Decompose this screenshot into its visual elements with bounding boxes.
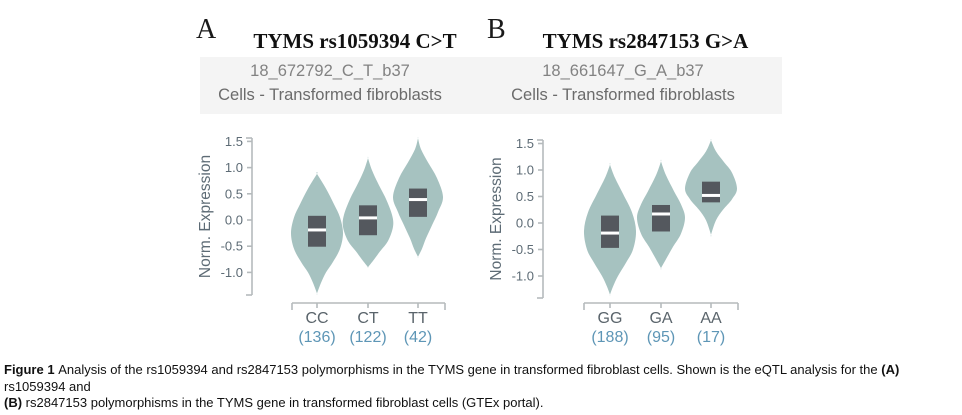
y-axis-title: Norm. Expression xyxy=(197,155,214,278)
panel-a-letter: A xyxy=(196,14,217,45)
y-tick-label: 0.0 xyxy=(516,216,534,231)
panel-b-letter: B xyxy=(487,14,506,45)
y-axis-title: Norm. Expression xyxy=(488,157,505,280)
x-label-CC: CC xyxy=(305,310,328,327)
x-count-GG: (188) xyxy=(591,329,628,346)
y-tick-label: 1.5 xyxy=(225,134,243,149)
x-count-GA: (95) xyxy=(647,329,675,346)
panel-a-variant-id: 18_672792_C_T_b37 xyxy=(250,62,410,80)
box-AA xyxy=(702,181,720,203)
median-TT xyxy=(409,198,427,202)
caption-text-segment: rs1059394 and xyxy=(4,378,91,394)
x-label-GA: GA xyxy=(649,310,672,327)
x-count-TT: (42) xyxy=(404,329,432,346)
y-tick-label: 1.0 xyxy=(225,160,243,175)
caption-bold-segment: (A) xyxy=(881,362,900,377)
y-tick-label: 0.5 xyxy=(516,189,534,204)
x-count-AA: (17) xyxy=(697,329,725,346)
caption-bold-segment: (B) xyxy=(4,395,23,410)
y-tick-label: 0.5 xyxy=(225,186,243,201)
y-tick-label: 1.0 xyxy=(516,163,534,178)
y-tick-label: -0.5 xyxy=(221,239,243,254)
panel-a-title: TYMS rs1059394 C>T xyxy=(253,29,457,53)
x-count-CT: (122) xyxy=(349,329,386,346)
caption-text-segment: rs2847153 polymorphisms in the TYMS gene… xyxy=(22,395,544,410)
panel-b-tissue-label: Cells - Transformed fibroblasts xyxy=(511,86,735,104)
box-CT xyxy=(359,205,377,236)
x-count-CC: (136) xyxy=(298,329,335,346)
median-GA xyxy=(652,212,670,216)
panel-a-tissue-label: Cells - Transformed fibroblasts xyxy=(218,86,442,104)
panel-b-title: TYMS rs2847153 G>A xyxy=(542,29,749,53)
median-AA xyxy=(702,193,720,197)
figure-caption: Figure 1 Analysis of the rs1059394 and r… xyxy=(4,362,958,412)
y-tick-label: -1.0 xyxy=(512,269,534,284)
x-label-CT: CT xyxy=(357,310,379,327)
y-tick-label: -1.0 xyxy=(221,265,243,280)
violin-plots-canvas: 1.5 1.0 0.5 0.0 -0.5 -1.0 Norm. Expression CC (1… xyxy=(197,134,739,346)
subtitle-band xyxy=(200,57,782,114)
median-CC xyxy=(308,228,326,232)
median-GG xyxy=(601,231,619,235)
x-label-AA: AA xyxy=(700,310,722,327)
median-CT xyxy=(359,216,377,220)
x-label-GG: GG xyxy=(598,310,623,327)
y-tick-label: 1.5 xyxy=(516,136,534,151)
caption-bold-segment: Figure 1 xyxy=(4,362,59,377)
y-tick-label: -0.5 xyxy=(512,242,534,257)
caption-line: Figure 1 Analysis of the rs1059394 and r… xyxy=(4,362,958,395)
caption-text-segment: Analysis of the rs1059394 and rs2847153 … xyxy=(58,362,882,377)
panel-b-variant-id: 18_661647_G_A_b37 xyxy=(542,62,704,80)
box-TT xyxy=(409,188,427,217)
box-GA xyxy=(652,204,670,232)
caption-line: (B) rs2847153 polymorphisms in the TYMS … xyxy=(4,395,958,412)
y-tick-label: 0.0 xyxy=(225,213,243,228)
x-label-TT: TT xyxy=(408,310,428,327)
